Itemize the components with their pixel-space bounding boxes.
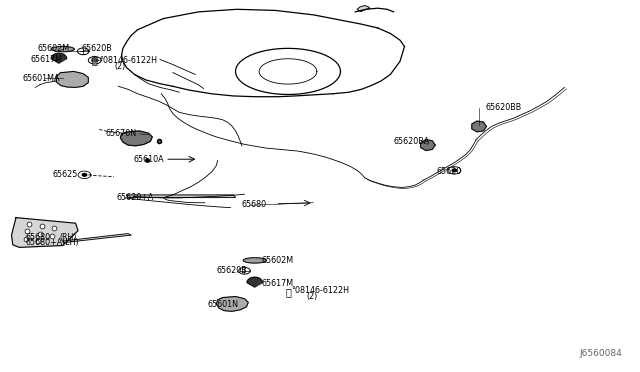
Polygon shape (357, 6, 370, 11)
Text: 65620+A: 65620+A (116, 193, 154, 202)
Polygon shape (83, 174, 87, 176)
Text: 65680: 65680 (26, 233, 51, 242)
Polygon shape (420, 140, 435, 151)
Text: (2): (2) (306, 292, 317, 301)
Text: 65610A: 65610A (133, 155, 164, 164)
Text: (2): (2) (114, 62, 125, 71)
Polygon shape (12, 218, 78, 247)
Text: J6560084: J6560084 (579, 349, 622, 358)
Text: °08146-6122H: °08146-6122H (291, 286, 349, 295)
Text: 65602M: 65602M (261, 256, 293, 265)
Text: 65617M: 65617M (261, 279, 293, 288)
Polygon shape (127, 195, 236, 198)
Text: Ⓑ: Ⓑ (92, 55, 98, 65)
Text: 65620BB: 65620BB (485, 103, 522, 112)
Text: 65680+A(LH): 65680+A(LH) (26, 238, 79, 247)
Text: 65620BA: 65620BA (394, 137, 430, 146)
Text: 65625: 65625 (52, 170, 78, 179)
Text: 65601N: 65601N (208, 300, 239, 309)
Polygon shape (452, 169, 456, 171)
Polygon shape (120, 131, 152, 146)
Text: 65670N: 65670N (106, 129, 137, 138)
Polygon shape (56, 71, 88, 87)
Text: 65601MA: 65601MA (22, 74, 60, 83)
Text: 65620B: 65620B (82, 44, 113, 53)
Polygon shape (247, 277, 262, 287)
Polygon shape (243, 258, 266, 263)
Polygon shape (51, 46, 74, 52)
Text: 65617M: 65617M (31, 55, 63, 64)
Polygon shape (51, 53, 67, 63)
Text: (RH): (RH) (59, 233, 76, 242)
Text: °08146-6122H: °08146-6122H (99, 56, 157, 65)
Text: 65602M: 65602M (37, 44, 69, 53)
Text: 65620: 65620 (436, 167, 461, 176)
Polygon shape (92, 58, 98, 62)
Polygon shape (472, 121, 486, 132)
Text: Ⓑ: Ⓑ (285, 287, 291, 297)
Polygon shape (216, 296, 248, 311)
Text: 65680: 65680 (242, 200, 267, 209)
Text: 65620B: 65620B (216, 266, 247, 275)
Polygon shape (63, 234, 131, 243)
